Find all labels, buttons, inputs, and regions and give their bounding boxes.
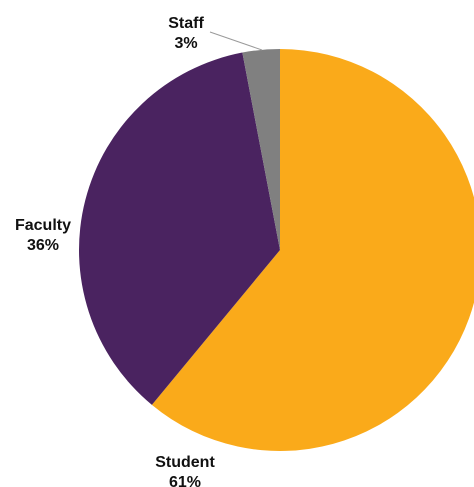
leader-line-staff — [209, 31, 263, 51]
pie-slice-faculty — [79, 52, 280, 405]
slice-value-student: 61% — [169, 474, 201, 487]
slice-value-staff: 3% — [174, 35, 197, 52]
slice-value-faculty: 36% — [27, 237, 59, 254]
slice-label-faculty: Faculty — [15, 217, 71, 234]
slice-label-student: Student — [155, 454, 215, 471]
slice-labels: Student 61% Faculty 36% Staff 3% — [15, 15, 215, 487]
pie-slice-student — [151, 49, 474, 451]
pie-slices — [79, 49, 474, 451]
leader-lines — [209, 31, 263, 51]
pie-slice-staff — [242, 49, 280, 250]
slice-label-staff: Staff — [168, 15, 204, 32]
